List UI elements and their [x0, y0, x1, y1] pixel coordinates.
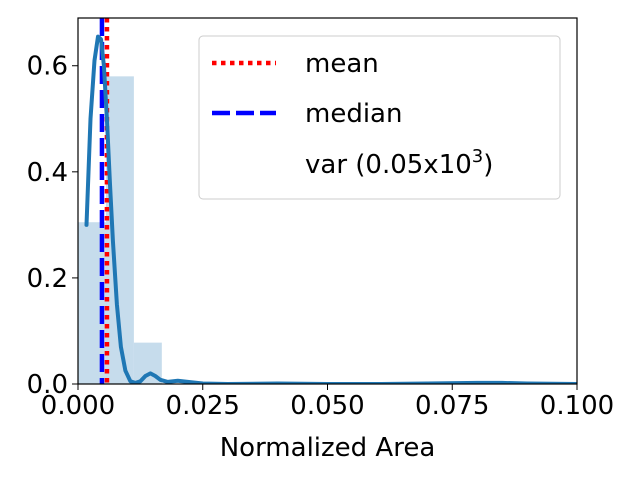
x-axis-label: Normalized Area: [220, 433, 436, 463]
x-tick-label: 0.000: [41, 391, 115, 421]
legend-var-exponent: 3: [472, 146, 483, 167]
legend-frame: [198, 35, 561, 200]
plot-clipped: [78, 18, 577, 384]
plot-area: [78, 18, 577, 384]
kde-curve: [84, 34, 577, 384]
x-tick-label: 0.050: [290, 391, 364, 421]
legend: mean median var (0.05x103): [198, 35, 561, 200]
legend-label-1: median: [305, 99, 402, 129]
x-tick-label: 0.025: [166, 391, 240, 421]
y-tick-label: 0.2: [27, 264, 68, 294]
y-tick-label: 0.0: [27, 370, 68, 400]
legend-label-0: mean: [305, 49, 379, 79]
x-tick-label: 0.075: [415, 391, 489, 421]
legend-label-2: var (0.05x103): [305, 146, 493, 180]
y-tick-label: 0.6: [27, 52, 68, 82]
legend-var-prefix: var (0.05x10: [305, 150, 472, 180]
legend-var-suffix: ): [483, 150, 493, 180]
y-tick-label: 0.4: [27, 158, 68, 188]
x-tick-label: 0.100: [540, 391, 614, 421]
axes: 0.000 0.025 0.050 0.075 0.100 0.0 0.2 0.4 0.6: [27, 17, 614, 421]
